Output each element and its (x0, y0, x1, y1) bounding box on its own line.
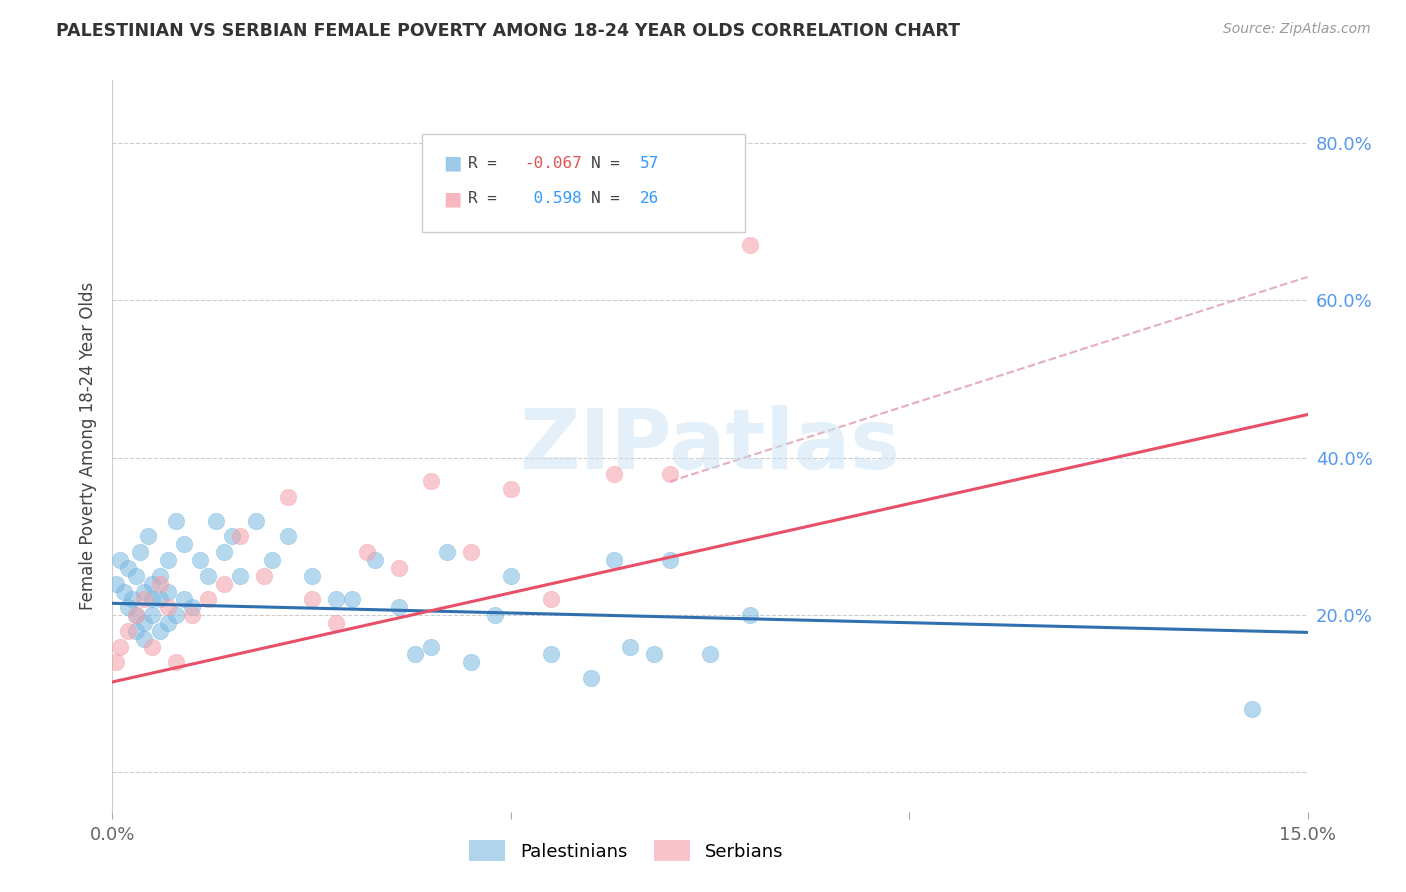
Point (404, 648, 426, 662)
Point (364, 553, 387, 567)
Text: N =: N = (591, 156, 628, 170)
Point (141, 608, 163, 623)
Point (499, 482, 522, 496)
Point (540, 592, 562, 607)
Point (699, 648, 721, 662)
Point (229, 568, 252, 582)
Point (197, 568, 219, 582)
Point (484, 608, 506, 623)
Point (165, 608, 187, 623)
Text: 26: 26 (640, 192, 659, 206)
Point (277, 529, 299, 543)
Point (125, 608, 148, 623)
Text: ■: ■ (443, 153, 461, 173)
Point (149, 624, 172, 638)
Point (105, 655, 128, 669)
Point (117, 600, 139, 615)
Point (165, 514, 187, 528)
Point (110, 640, 132, 654)
Point (141, 576, 163, 591)
Text: ZIPatlas: ZIPatlas (520, 406, 900, 486)
Point (221, 529, 243, 543)
Point (659, 467, 682, 481)
Point (121, 592, 143, 607)
Point (212, 545, 235, 559)
Point (141, 592, 163, 607)
Point (499, 568, 522, 582)
Point (603, 553, 626, 567)
Point (388, 561, 411, 575)
Point (277, 490, 299, 504)
Point (460, 655, 482, 669)
Point (173, 537, 195, 551)
Point (114, 584, 135, 599)
Point (659, 553, 682, 567)
Point (388, 600, 411, 615)
Point (603, 467, 626, 481)
Text: N =: N = (591, 192, 628, 206)
Point (141, 640, 163, 654)
Text: 0.598: 0.598 (524, 192, 582, 206)
Point (117, 561, 139, 575)
Point (738, 608, 761, 623)
Point (105, 576, 128, 591)
Point (420, 475, 443, 489)
Point (125, 624, 148, 638)
Point (125, 608, 148, 623)
Point (460, 545, 482, 559)
Point (197, 592, 219, 607)
Point (125, 568, 148, 582)
Point (540, 648, 562, 662)
Point (157, 600, 180, 615)
Text: 57: 57 (640, 156, 659, 170)
Point (165, 655, 187, 669)
Text: -0.067: -0.067 (524, 156, 582, 170)
Point (134, 584, 156, 599)
Point (110, 553, 132, 567)
Point (229, 529, 252, 543)
Point (356, 545, 378, 559)
Point (1240, 702, 1263, 716)
Text: R =: R = (468, 156, 506, 170)
Point (181, 608, 204, 623)
Point (301, 592, 323, 607)
Point (134, 592, 156, 607)
Legend: Palestinians, Serbians: Palestinians, Serbians (463, 833, 790, 869)
Point (149, 568, 172, 582)
Point (129, 545, 152, 559)
Text: R =: R = (468, 192, 506, 206)
Point (420, 640, 443, 654)
Point (134, 632, 156, 646)
Point (149, 576, 172, 591)
Point (188, 553, 211, 567)
Point (149, 592, 172, 607)
Point (619, 640, 641, 654)
Point (301, 568, 323, 582)
Y-axis label: Female Poverty Among 18-24 Year Olds: Female Poverty Among 18-24 Year Olds (79, 282, 97, 610)
Point (212, 576, 235, 591)
Point (340, 592, 363, 607)
Text: ■: ■ (443, 189, 461, 209)
Point (436, 545, 458, 559)
Point (157, 615, 180, 630)
Point (157, 553, 180, 567)
Point (134, 615, 156, 630)
Point (117, 624, 139, 638)
Point (579, 671, 602, 685)
Point (138, 529, 160, 543)
Point (181, 600, 204, 615)
Text: Source: ZipAtlas.com: Source: ZipAtlas.com (1223, 22, 1371, 37)
Point (253, 568, 276, 582)
Point (245, 514, 267, 528)
Point (325, 615, 347, 630)
Point (643, 648, 665, 662)
Point (260, 553, 283, 567)
Point (738, 238, 761, 252)
Point (157, 584, 180, 599)
Point (205, 514, 228, 528)
Point (173, 592, 195, 607)
Text: PALESTINIAN VS SERBIAN FEMALE POVERTY AMONG 18-24 YEAR OLDS CORRELATION CHART: PALESTINIAN VS SERBIAN FEMALE POVERTY AM… (56, 22, 960, 40)
Point (325, 592, 347, 607)
